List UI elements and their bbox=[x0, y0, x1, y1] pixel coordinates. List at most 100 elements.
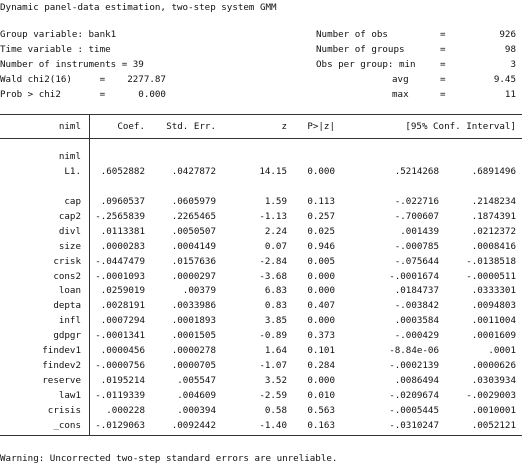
z-value: 0.83 bbox=[264, 300, 287, 312]
p-value: 0.000 bbox=[307, 374, 335, 386]
header-right-value: 9.45 bbox=[493, 74, 516, 85]
p-value: 0.010 bbox=[307, 389, 335, 401]
ci-upper: .0000626 bbox=[471, 359, 516, 371]
z-value: 0.07 bbox=[264, 240, 287, 252]
coef-value: -.0001093 bbox=[95, 270, 145, 282]
header-right-label: avg bbox=[392, 74, 409, 85]
row-label: law1 bbox=[58, 389, 81, 401]
p-value: 0.563 bbox=[307, 404, 335, 416]
z-value: -0.89 bbox=[259, 330, 287, 342]
ci-lower: .001439 bbox=[400, 225, 439, 237]
row-label: findev2 bbox=[42, 359, 81, 371]
row-label: crisk bbox=[53, 255, 81, 267]
p-value: 0.373 bbox=[307, 330, 335, 342]
std-err-value: .0050507 bbox=[171, 225, 216, 237]
ci-lower: -.003842 bbox=[394, 300, 439, 312]
coef-value: .0195214 bbox=[100, 374, 145, 386]
table-bottom-rule bbox=[0, 435, 522, 436]
z-value: 3.85 bbox=[264, 315, 287, 327]
row-label: divl bbox=[58, 225, 81, 237]
p-value: 0.407 bbox=[307, 300, 335, 312]
ci-upper: .2148234 bbox=[471, 196, 516, 207]
coef-value: -.0129063 bbox=[95, 419, 145, 431]
header-right-value: 3 bbox=[510, 59, 516, 70]
ci-lower: -.075644 bbox=[394, 255, 439, 267]
header-left-line: Number of instruments = 39 bbox=[0, 59, 144, 70]
row-label: depta bbox=[53, 300, 81, 312]
ci-lower: .0086494 bbox=[394, 374, 439, 386]
coef-value: -.0001341 bbox=[95, 330, 145, 342]
coef-value: .0259019 bbox=[100, 285, 145, 297]
z-value: 14.15 bbox=[259, 166, 287, 177]
output-title: Dynamic panel-data estimation, two-step … bbox=[0, 2, 277, 13]
z-value: 0.58 bbox=[264, 404, 287, 416]
std-err-value: .0000705 bbox=[171, 359, 216, 371]
header-right-equals: = bbox=[440, 29, 446, 40]
ci-upper: .0303934 bbox=[471, 374, 516, 386]
ci-lower: -.700607 bbox=[394, 210, 439, 222]
z-value: 1.64 bbox=[264, 345, 287, 356]
col-std-err: Std. Err. bbox=[166, 121, 216, 132]
z-value: 6.83 bbox=[264, 285, 287, 297]
coef-value: -.0119339 bbox=[95, 389, 145, 401]
coef-value: -.0000756 bbox=[95, 359, 145, 371]
ci-upper: .1874391 bbox=[471, 210, 516, 222]
warning-message: Warning: Uncorrected two-step standard e… bbox=[0, 453, 338, 464]
z-value: 2.24 bbox=[264, 225, 287, 237]
header-right-equals: = bbox=[440, 74, 446, 85]
p-value: 0.000 bbox=[307, 285, 335, 297]
header-right-equals: = bbox=[440, 89, 446, 100]
table-header-rule bbox=[0, 138, 522, 139]
row-label: cap bbox=[64, 196, 81, 207]
coef-value: .000228 bbox=[106, 404, 145, 416]
row-label: loan bbox=[58, 285, 81, 297]
std-err-value: .2265465 bbox=[171, 210, 216, 222]
coef-value: .6052882 bbox=[100, 166, 145, 177]
table-top-rule bbox=[0, 114, 522, 115]
row-label: findev1 bbox=[42, 345, 81, 356]
ci-lower: -.0209674 bbox=[389, 389, 439, 401]
coef-value: .0000283 bbox=[100, 240, 145, 252]
row-label: infl bbox=[58, 315, 81, 327]
z-value: -2.84 bbox=[259, 255, 287, 267]
z-value: -1.07 bbox=[259, 359, 287, 371]
ci-lower: -8.84e-06 bbox=[389, 345, 439, 356]
std-err-value: .0605979 bbox=[171, 196, 216, 207]
std-err-value: .0092442 bbox=[171, 419, 216, 431]
header-right-equals: = bbox=[440, 44, 446, 55]
col-conf-interval: [95% Conf. Interval] bbox=[405, 121, 516, 132]
std-err-value: .0001505 bbox=[171, 330, 216, 342]
header-right-label: Number of groups bbox=[316, 44, 405, 55]
row-label: _cons bbox=[53, 419, 81, 431]
coef-value: .0000456 bbox=[100, 345, 145, 356]
col-coef: Coef. bbox=[117, 121, 145, 132]
row-label: cons2 bbox=[53, 270, 81, 282]
std-err-value: .0033986 bbox=[171, 300, 216, 312]
coef-value: .0113381 bbox=[100, 225, 145, 237]
ci-upper: .0011004 bbox=[471, 315, 516, 327]
row-label: crisis bbox=[47, 404, 81, 416]
row-label: cap2 bbox=[58, 210, 81, 222]
col-p: P>|z| bbox=[307, 121, 335, 132]
row-label: gdpgr bbox=[53, 330, 81, 342]
p-value: 0.257 bbox=[307, 210, 335, 222]
col-z: z bbox=[281, 121, 287, 132]
header-right-value: 11 bbox=[504, 89, 516, 100]
p-value: 0.000 bbox=[307, 270, 335, 282]
ci-lower: .0184737 bbox=[394, 285, 439, 297]
ci-upper: .0001609 bbox=[471, 330, 516, 342]
p-value: 0.284 bbox=[307, 359, 335, 371]
std-err-value: .00379 bbox=[182, 285, 216, 297]
ci-upper: -.0029003 bbox=[466, 389, 516, 401]
std-err-value: .005547 bbox=[177, 374, 216, 386]
header-right-value: 926 bbox=[499, 29, 516, 40]
coef-value: .0960537 bbox=[100, 196, 145, 207]
header-left-line: Time variable : time bbox=[0, 44, 111, 55]
ci-upper: .0212372 bbox=[471, 225, 516, 237]
coef-value: .0007294 bbox=[100, 315, 145, 327]
std-err-value: .0157636 bbox=[171, 255, 216, 267]
std-err-value: .0004149 bbox=[171, 240, 216, 252]
ci-lower: .0003584 bbox=[394, 315, 439, 327]
coef-value: .0028191 bbox=[100, 300, 145, 312]
z-value: 3.52 bbox=[264, 374, 287, 386]
